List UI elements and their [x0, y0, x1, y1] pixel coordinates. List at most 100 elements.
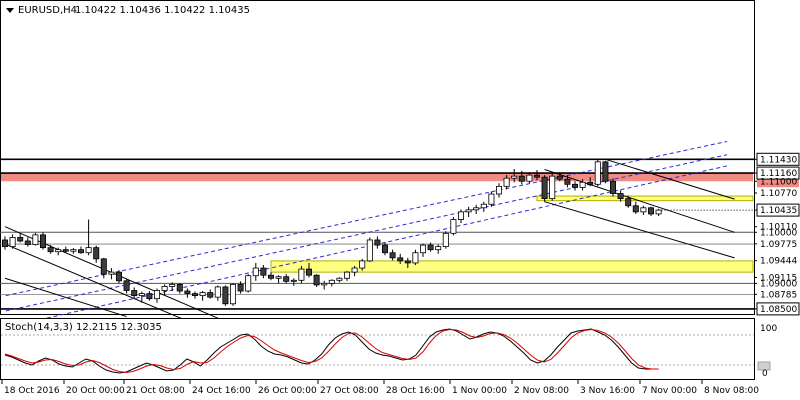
zone-support-lower: [270, 260, 754, 273]
candle-bull: [488, 193, 495, 205]
candle-bull: [32, 234, 39, 245]
indicator-scroll-box[interactable]: [757, 361, 771, 371]
stochastic-label: Stoch(14,3,3) 12.2115 12.3035: [5, 322, 162, 333]
time-label: 8 Nov 08:00: [704, 386, 759, 396]
candle-bear: [146, 293, 153, 300]
time-label: 26 Oct 00:00: [258, 386, 317, 396]
candle-bull: [245, 275, 252, 292]
candle-bull: [290, 279, 297, 282]
candle-bear: [267, 274, 274, 279]
price-label: 1.09115: [760, 273, 797, 283]
stochastic-scale-bottom: 0: [762, 369, 768, 379]
candle-bull: [70, 249, 77, 252]
candle-bear: [587, 181, 594, 185]
ohlc-readout: 1.10422 1.10436 1.10422 1.10435: [75, 5, 250, 16]
candle-bear: [237, 283, 244, 292]
candle-bull: [343, 271, 350, 279]
candle-bull: [435, 246, 442, 251]
stochastic-layer: [1, 328, 754, 374]
candle-bull: [298, 268, 305, 281]
candle-bear: [381, 244, 388, 254]
zones-layer: [1, 173, 754, 273]
candle-bull: [473, 207, 480, 211]
trend-line: [605, 158, 735, 200]
candle-bear: [389, 252, 396, 259]
price-label: 1.10110: [760, 223, 797, 233]
candle-bear: [427, 244, 434, 251]
trend-line: [544, 169, 735, 233]
price-label: 1.09444: [760, 257, 797, 267]
candle-bull: [138, 293, 145, 297]
candle-bear: [602, 161, 609, 182]
candle-bull: [351, 267, 358, 273]
candle-bull: [655, 209, 662, 215]
candle-bear: [184, 290, 191, 294]
price-label: 1.11430: [760, 155, 797, 165]
candle-bear: [556, 175, 563, 180]
candle-bear: [648, 207, 655, 215]
candle-bear: [518, 175, 525, 182]
price-label: 1.10435: [760, 206, 797, 216]
time-label: 20 Oct 00:00: [66, 386, 125, 396]
candle-bull: [108, 271, 115, 275]
candle-bull: [412, 252, 419, 264]
candle-bear: [123, 280, 130, 291]
candle-bull: [579, 181, 586, 188]
candle-bear: [116, 271, 123, 282]
candle-bull: [9, 237, 16, 248]
price-label-box: [756, 152, 800, 166]
candle-bull: [161, 286, 168, 291]
candle-bear: [131, 290, 138, 297]
price-label: 1.10770: [760, 189, 797, 199]
candle-bull: [359, 260, 366, 269]
candle-bear: [564, 178, 571, 185]
candle-bear: [617, 193, 624, 200]
candle-bull: [153, 290, 160, 300]
price-label: 1.09775: [760, 240, 797, 250]
candle-bear: [397, 257, 404, 262]
candle-bear: [305, 268, 312, 276]
candle-bear: [93, 247, 100, 260]
candle-bull: [336, 277, 343, 281]
candle-bull: [594, 161, 601, 185]
price-label-box: [756, 203, 800, 217]
candle-bear: [40, 234, 47, 249]
price-label-box: [756, 166, 800, 180]
price-label: 1.11000: [760, 177, 797, 187]
candle-bull: [229, 283, 236, 305]
time-label: 24 Oct 16:00: [192, 386, 251, 396]
candle-bull: [457, 211, 464, 220]
candle-bull: [495, 185, 502, 195]
time-label: 1 Nov 00:00: [452, 386, 507, 396]
candle-bear: [191, 293, 198, 297]
candle-bull: [419, 244, 426, 254]
candle-bear: [62, 249, 69, 252]
candle-bear: [17, 237, 24, 242]
time-label: 18 Oct 2016: [4, 386, 60, 396]
candle-bear: [222, 286, 229, 305]
candle-bear: [78, 249, 85, 254]
candle-bull: [503, 177, 510, 187]
collapse-triangle-icon[interactable]: [6, 8, 14, 13]
trend-line: [4, 243, 196, 325]
candle-bull: [366, 239, 373, 262]
stochastic-scale-top: 100: [760, 324, 777, 334]
candle-bear: [404, 260, 411, 264]
candle-bull: [169, 283, 176, 287]
candle-bear: [541, 176, 548, 200]
candle-bear: [207, 292, 214, 298]
candle-bull: [465, 209, 472, 213]
time-axis: 18 Oct 2016 20 Oct 00:00 21 Oct 08:00 24 Oc…: [1, 380, 759, 396]
price-label-highlight: [757, 277, 799, 290]
candle-bear: [313, 274, 320, 286]
candle-bull: [480, 203, 487, 209]
candle-bear: [100, 258, 107, 275]
price-label-box: [756, 302, 800, 316]
zone-resistance: [1, 173, 753, 182]
candle-bull: [450, 219, 457, 234]
zone-support-upper: [536, 195, 754, 202]
candle-bear: [176, 283, 183, 292]
candle-bear: [2, 239, 8, 248]
